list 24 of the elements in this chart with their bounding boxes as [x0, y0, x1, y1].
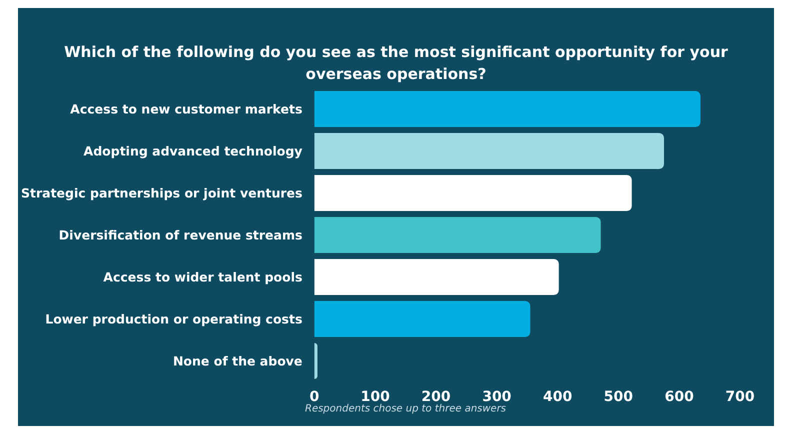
x-tick-label: 100 — [360, 389, 390, 405]
bar — [314, 216, 601, 254]
x-tick-label: 200 — [421, 389, 451, 405]
bar — [314, 300, 530, 338]
chart-title: Which of the following do you see as the most significant opportunity for your overseas operations? — [64, 43, 728, 83]
bar — [314, 90, 700, 128]
y-tick-label: Diversification of revenue streams — [58, 228, 302, 242]
y-tick-label: Access to wider talent pools — [103, 270, 302, 284]
bar — [314, 258, 559, 296]
y-tick-label: Strategic partnerships or joint ventures — [21, 186, 302, 200]
x-tick-label: 0 — [310, 389, 320, 405]
x-tick-label: 300 — [482, 389, 512, 405]
y-tick-label: Lower production or operating costs — [45, 312, 302, 326]
y-tick-label: None of the above — [172, 354, 302, 368]
y-tick-label: Adopting advanced technology — [84, 144, 302, 158]
x-tick-label: 500 — [604, 389, 634, 405]
x-tick-label: 600 — [664, 389, 694, 405]
bar — [314, 342, 318, 380]
x-tick-label: 400 — [542, 389, 572, 405]
x-tick-label: 700 — [725, 389, 755, 405]
bar — [314, 132, 664, 170]
text: Respondents chose up to three answers — [305, 404, 506, 414]
bar — [314, 174, 632, 212]
y-tick-label: Access to new customer markets — [70, 102, 302, 116]
